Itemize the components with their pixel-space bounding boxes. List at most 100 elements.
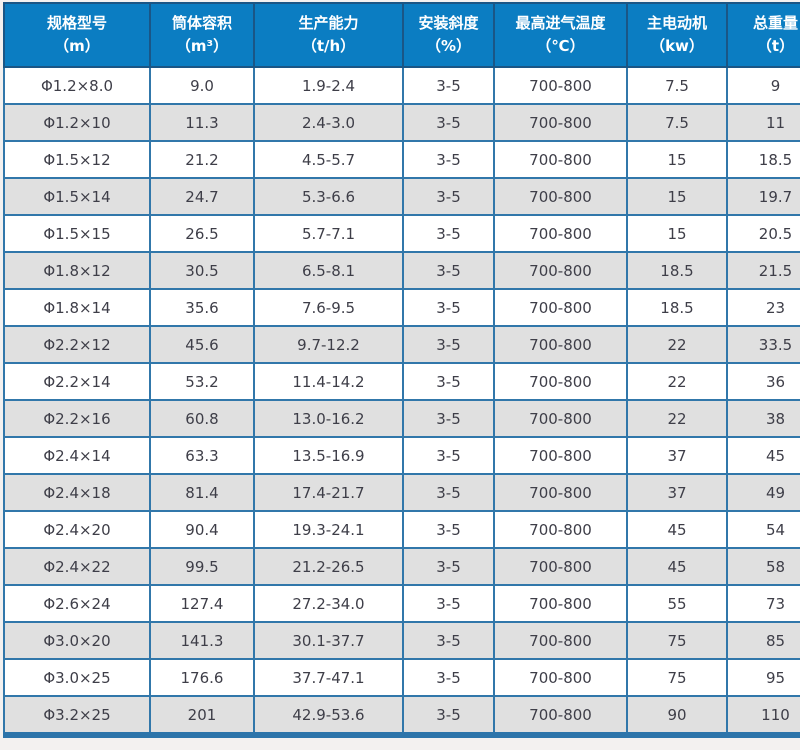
cell: 700-800: [493, 214, 628, 253]
cell: 27.2-34.0: [253, 584, 404, 623]
cell: 700-800: [493, 621, 628, 660]
cell: 3-5: [402, 288, 495, 327]
table-row: Φ1.5×14 24.7 5.3-6.6 3-5 700-800 15 19.7: [3, 177, 800, 216]
cell: 21.2: [149, 140, 255, 179]
cell: 3-5: [402, 473, 495, 512]
cell: 35.6: [149, 288, 255, 327]
cell: 45: [726, 436, 800, 475]
cell: 9.0: [149, 66, 255, 105]
cell: 19.7: [726, 177, 800, 216]
cell: Φ3.0×25: [3, 658, 151, 697]
column-unit: （kw）: [650, 37, 704, 55]
cell: 45: [626, 547, 728, 586]
cell: 3-5: [402, 251, 495, 290]
cell: 49: [726, 473, 800, 512]
cell: Φ1.2×10: [3, 103, 151, 142]
cell: 58: [726, 547, 800, 586]
cell: 700-800: [493, 325, 628, 364]
column-header: 最高进气温度 （℃）: [493, 2, 628, 68]
cell: 700-800: [493, 140, 628, 179]
column-unit: （m）: [54, 37, 100, 55]
cell: 141.3: [149, 621, 255, 660]
cell: Φ2.4×20: [3, 510, 151, 549]
cell: Φ1.5×12: [3, 140, 151, 179]
cell: Φ2.4×14: [3, 436, 151, 475]
cell: 21.5: [726, 251, 800, 290]
table-row: Φ1.8×14 35.6 7.6-9.5 3-5 700-800 18.5 23: [3, 288, 800, 327]
table-body: Φ1.2×8.0 9.0 1.9-2.4 3-5 700-800 7.5 9 Φ1.2×10 1…: [3, 66, 800, 736]
cell: 75: [626, 658, 728, 697]
cell: 60.8: [149, 399, 255, 438]
cell: 75: [626, 621, 728, 660]
cell: 3-5: [402, 399, 495, 438]
table-row: Φ2.2×12 45.6 9.7-12.2 3-5 700-800 22 33.5: [3, 325, 800, 364]
cell: 3-5: [402, 584, 495, 623]
cell: 22: [626, 399, 728, 438]
column-title: 总重量: [752, 14, 798, 32]
table-row: Φ2.4×20 90.4 19.3-24.1 3-5 700-800 45 54: [3, 510, 800, 549]
cell: Φ2.4×18: [3, 473, 151, 512]
table-row: Φ2.2×14 53.2 11.4-14.2 3-5 700-800 22 36: [3, 362, 800, 401]
cell: 36: [726, 362, 800, 401]
cell: 19.3-24.1: [253, 510, 404, 549]
column-title: 主电动机: [646, 14, 707, 32]
cell: 45: [626, 510, 728, 549]
table-row: Φ2.4×22 99.5 21.2-26.5 3-5 700-800 45 58: [3, 547, 800, 586]
cell: 18.5: [726, 140, 800, 179]
table-row: Φ2.4×18 81.4 17.4-21.7 3-5 700-800 37 49: [3, 473, 800, 512]
cell: 21.2-26.5: [253, 547, 404, 586]
cell: Φ2.2×12: [3, 325, 151, 364]
cell: 63.3: [149, 436, 255, 475]
column-unit: （%）: [425, 37, 472, 55]
cell: 20.5: [726, 214, 800, 253]
cell: 95: [726, 658, 800, 697]
column-header: 安装斜度 （%）: [402, 2, 495, 68]
column-header: 规格型号 （m）: [3, 2, 151, 68]
cell: 700-800: [493, 362, 628, 401]
column-unit: （m³）: [175, 37, 229, 55]
cell: 700-800: [493, 547, 628, 586]
cell: 22: [626, 362, 728, 401]
cell: 201: [149, 695, 255, 736]
cell: 23: [726, 288, 800, 327]
cell: 13.0-16.2: [253, 399, 404, 438]
column-unit: （t）: [756, 37, 795, 55]
table-header: 规格型号 （m） 筒体容积 （m³） 生产能力 （t/h） 安装斜度 （%） 最高进气温度 （℃）…: [3, 2, 800, 68]
cell: 15: [626, 177, 728, 216]
cell: 99.5: [149, 547, 255, 586]
cell: 3-5: [402, 140, 495, 179]
cell: 18.5: [626, 251, 728, 290]
cell: 26.5: [149, 214, 255, 253]
cell: 3-5: [402, 325, 495, 364]
cell: 3-5: [402, 66, 495, 105]
cell: 11.4-14.2: [253, 362, 404, 401]
cell: 90: [626, 695, 728, 736]
cell: 2.4-3.0: [253, 103, 404, 142]
cell: 3-5: [402, 510, 495, 549]
cell: 11: [726, 103, 800, 142]
cell: 15: [626, 140, 728, 179]
cell: Φ2.6×24: [3, 584, 151, 623]
column-header: 生产能力 （t/h）: [253, 2, 404, 68]
table-row: Φ1.5×12 21.2 4.5-5.7 3-5 700-800 15 18.5: [3, 140, 800, 179]
cell: 22: [626, 325, 728, 364]
cell: 90.4: [149, 510, 255, 549]
column-header: 总重量 （t）: [726, 2, 800, 68]
cell: 110: [726, 695, 800, 736]
table-row: Φ1.2×8.0 9.0 1.9-2.4 3-5 700-800 7.5 9: [3, 66, 800, 105]
cell: 54: [726, 510, 800, 549]
cell: 700-800: [493, 66, 628, 105]
cell: 17.4-21.7: [253, 473, 404, 512]
cell: 176.6: [149, 658, 255, 697]
cell: 7.5: [626, 103, 728, 142]
cell: Φ2.4×22: [3, 547, 151, 586]
cell: 4.5-5.7: [253, 140, 404, 179]
header-row: 规格型号 （m） 筒体容积 （m³） 生产能力 （t/h） 安装斜度 （%） 最高进气温度 （℃）…: [3, 2, 800, 68]
cell: 700-800: [493, 251, 628, 290]
column-title: 规格型号: [46, 14, 107, 32]
column-title: 安装斜度: [418, 14, 479, 32]
cell: 37: [626, 436, 728, 475]
table-row: Φ1.5×15 26.5 5.7-7.1 3-5 700-800 15 20.5: [3, 214, 800, 253]
spec-table: 规格型号 （m） 筒体容积 （m³） 生产能力 （t/h） 安装斜度 （%） 最高进气温度 （℃）…: [3, 2, 800, 738]
